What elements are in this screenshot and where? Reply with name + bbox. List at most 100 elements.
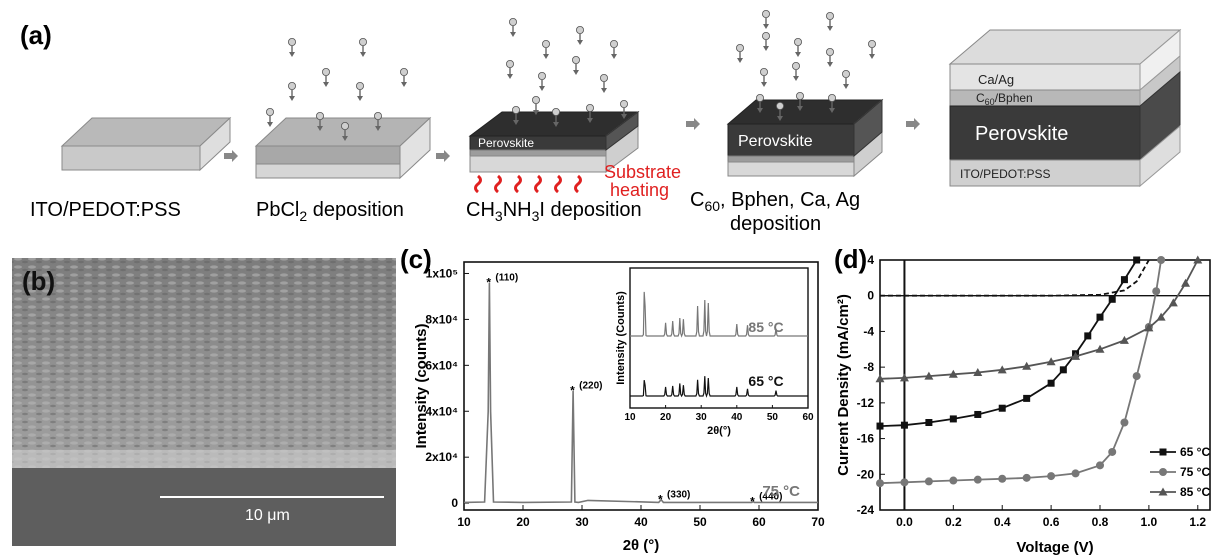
marker-square (876, 422, 884, 430)
inset-x-tick-label: 30 (696, 412, 708, 423)
marker-square (998, 404, 1006, 412)
peak-marker: * (750, 494, 755, 508)
marker-square (925, 419, 933, 426)
marker-circle (1152, 287, 1161, 296)
xrd-plot: 10 20 30 40 50 60 70 0 2x10⁴ 4x10⁴ 6x10⁴ 8x10⁴ 1x10⁵… (413, 261, 825, 554)
marker-triangle (997, 365, 1007, 374)
marker-circle (949, 476, 958, 485)
marker-triangle (948, 369, 958, 378)
peak-marker: * (570, 384, 575, 398)
x-tick-label: 20 (516, 515, 530, 529)
series-line (879, 259, 1199, 380)
legend-label: 75 °C (1180, 465, 1210, 479)
marker-square (1096, 313, 1104, 321)
x-tick-label: 0.8 (1092, 515, 1109, 529)
marker-circle (1096, 461, 1104, 470)
arrow-1 (224, 150, 238, 162)
x-tick-label: 40 (634, 515, 648, 529)
marker-circle (1157, 256, 1166, 264)
plot-frame (879, 259, 1211, 511)
y-tick-label: 0 (867, 289, 874, 303)
y-tick-label: 2x10⁴ (425, 450, 458, 464)
x-tick-label: 0.2 (945, 515, 962, 529)
step-4-layer-label: Perovskite (738, 133, 813, 150)
marker-triangle (1156, 312, 1166, 321)
x-tick-label: 30 (575, 515, 589, 529)
x-tick-label: 50 (693, 515, 707, 529)
layer-ca-ag: Ca/Ag (978, 72, 1014, 87)
y-tick-label: -24 (857, 503, 875, 517)
series-line (879, 259, 1138, 427)
step-3-particles (505, 17, 629, 128)
marker-circle (876, 479, 884, 488)
inset-label-85: 85 °C (748, 319, 783, 335)
x-tick-label: 60 (752, 515, 766, 529)
marker-square (1120, 276, 1128, 284)
marker-circle (1108, 447, 1117, 456)
peak-annotation: (110) (495, 273, 518, 284)
step-2-label: PbCl2 deposition (256, 199, 404, 224)
marker-triangle (899, 373, 909, 382)
step-5-device-stack (948, 28, 1182, 188)
inset-x-tick-label: 20 (660, 412, 672, 423)
marker-triangle (1071, 351, 1081, 360)
marker-triangle (1046, 357, 1056, 366)
step-1-substrate (60, 116, 232, 172)
marker-circle (924, 477, 933, 486)
series-line (463, 282, 818, 504)
legend-label: 65 °C (1180, 445, 1210, 459)
inset-x-tick-label: 50 (767, 412, 779, 423)
marker-square (900, 421, 908, 429)
inset-series-line (630, 291, 808, 338)
marker-square (974, 410, 982, 418)
y-tick-label: -12 (857, 396, 875, 410)
marker-square (1059, 366, 1067, 374)
arrow-4 (906, 118, 920, 130)
arrow-3 (686, 118, 700, 130)
marker-triangle (1119, 335, 1129, 344)
marker-triangle (1168, 298, 1178, 307)
jv-plot: 0.0 0.2 0.4 0.6 0.8 1.0 1.2 4 0 -4 -8 -12 -16 -20 -24 6… (835, 253, 1211, 556)
marker-triangle (1193, 255, 1203, 264)
layer-c60-bphen: C60/Bphen (976, 91, 1033, 107)
x-tick-label: 0.0 (896, 515, 913, 529)
x-axis-label: Voltage (V) (1016, 539, 1093, 556)
marker-triangle (875, 374, 885, 383)
x-axis-label: 2θ (°) (623, 537, 660, 554)
marker-triangle (1144, 323, 1154, 332)
x-tick-label: 0.6 (1043, 515, 1060, 529)
panel-a-letter: (a) (20, 20, 52, 50)
y-tick-label: -20 (857, 467, 875, 481)
peak-annotation: (220) (579, 381, 602, 392)
inset-frame (629, 267, 809, 409)
y-axis-label: Current Density (mA/cm²) (835, 294, 852, 476)
marker-circle (1132, 372, 1141, 381)
arrow-2 (436, 150, 450, 162)
step-4-substrate (726, 98, 884, 178)
marker-triangle (1095, 344, 1105, 353)
step-3-label: CH3NH3I deposition (466, 199, 642, 224)
marker-square (1108, 295, 1116, 303)
sem-image (12, 258, 396, 546)
step-4-label-line1: C60, Bphen, Ca, Ag (690, 189, 860, 214)
marker-square (949, 415, 957, 423)
marker-square (1023, 394, 1031, 402)
heating-label-2: heating (610, 180, 669, 200)
series-line (880, 259, 1150, 297)
inset-y-axis-label: Intensity (Counts) (615, 291, 627, 385)
marker-circle (1022, 473, 1031, 482)
legend-marker (1159, 448, 1167, 456)
peak-marker: * (486, 276, 491, 290)
y-tick-label: -16 (857, 432, 875, 446)
layer-ito-pedot: ITO/PEDOT:PSS (960, 167, 1050, 181)
marker-triangle (973, 368, 983, 376)
legend-label: 85 °C (1180, 485, 1210, 499)
marker-circle (1120, 418, 1129, 427)
heating-waves (474, 174, 582, 194)
x-tick-label: 0.4 (994, 515, 1011, 529)
step-4-label-line2: deposition (730, 213, 821, 235)
x-tick-label: 1.0 (1141, 515, 1158, 529)
y-tick-label: 4x10⁴ (425, 404, 458, 418)
y-axis-label: Intensity (counts) (413, 323, 430, 448)
